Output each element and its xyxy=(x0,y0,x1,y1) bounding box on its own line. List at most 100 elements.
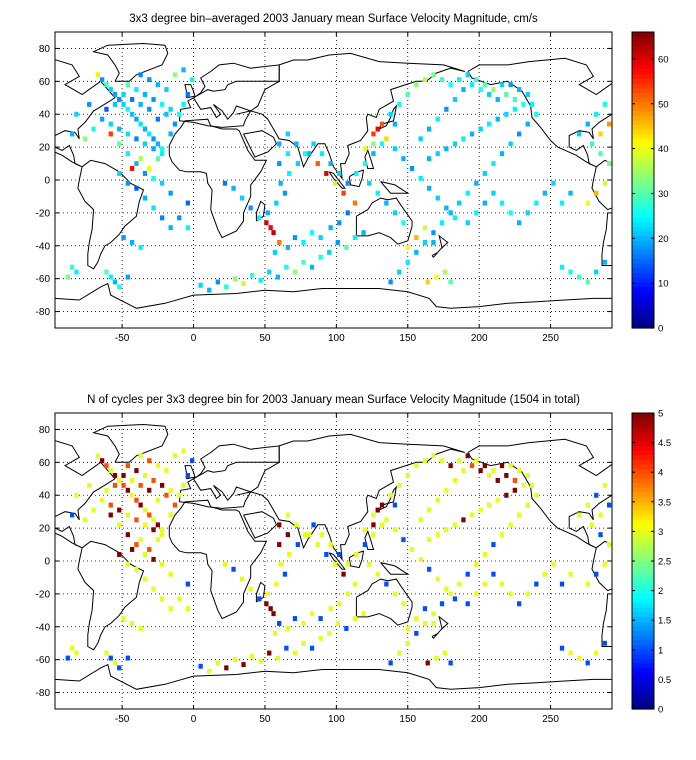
chart-panel-1: 3x3 degree bin–averaged 2003 January mea… xyxy=(36,13,669,344)
data-cell xyxy=(405,626,410,631)
coastline xyxy=(601,593,612,647)
colorbar-segment xyxy=(632,477,654,483)
data-cell xyxy=(474,458,479,464)
data-cell xyxy=(422,240,428,245)
coastline xyxy=(243,511,277,539)
x-tick-label: 100 xyxy=(328,333,345,344)
data-cell xyxy=(375,571,380,577)
colorbar-segment xyxy=(632,115,654,121)
colorbar-segment xyxy=(632,644,654,650)
chart-title: 3x3 degree bin–averaged 2003 January mea… xyxy=(129,13,538,25)
colorbar-segment xyxy=(632,203,654,209)
colorbar-segment xyxy=(632,588,654,594)
colorbar-tick-label: 30 xyxy=(658,189,669,200)
colorbar-segment xyxy=(632,263,654,269)
data-cell xyxy=(559,581,565,587)
data-cell xyxy=(164,111,169,117)
data-cell xyxy=(164,87,169,93)
data-cell xyxy=(121,235,126,241)
data-cell xyxy=(147,512,152,518)
data-cell xyxy=(257,215,262,221)
colorbar-segment xyxy=(632,630,654,636)
data-cell xyxy=(352,581,358,587)
colorbar-segment xyxy=(632,249,654,255)
data-cell xyxy=(405,245,410,250)
colorbar-tick-label: 4 xyxy=(658,468,663,479)
colorbar-segment xyxy=(632,198,654,204)
data-cell xyxy=(448,279,453,285)
data-cell xyxy=(130,166,135,171)
data-cell xyxy=(495,497,500,503)
coastline xyxy=(236,433,466,562)
colorbar-segment xyxy=(632,468,654,474)
coastline xyxy=(178,443,280,509)
data-cell xyxy=(108,274,113,280)
colorbar-segment xyxy=(632,491,654,497)
data-cell xyxy=(482,200,487,206)
data-cell xyxy=(311,522,316,528)
data-cell xyxy=(138,626,143,631)
data-cell xyxy=(465,453,470,459)
colorbar-segment xyxy=(632,189,654,195)
data-cell xyxy=(177,492,182,498)
colorbar-segment xyxy=(632,574,654,581)
data-cell xyxy=(112,482,118,488)
data-cell xyxy=(431,240,436,245)
data-cell xyxy=(277,161,282,167)
data-cell xyxy=(112,473,118,478)
data-cell xyxy=(457,200,462,206)
data-cell xyxy=(272,249,278,255)
data-cell xyxy=(422,458,428,464)
data-cell xyxy=(585,121,590,127)
data-cell xyxy=(371,512,376,518)
data-cell xyxy=(384,517,389,523)
data-cell xyxy=(108,121,113,127)
data-cell xyxy=(491,87,496,93)
data-cell xyxy=(125,180,130,186)
data-cell xyxy=(448,591,453,597)
data-cell xyxy=(352,200,358,206)
data-cell xyxy=(241,281,246,287)
data-cell xyxy=(155,116,160,122)
data-cell xyxy=(104,463,109,469)
data-cell xyxy=(344,626,349,631)
y-tick-label: -60 xyxy=(36,655,51,666)
data-cell xyxy=(309,645,315,651)
y-tick-label: 0 xyxy=(44,557,50,568)
data-cell xyxy=(602,561,607,567)
data-cell xyxy=(100,77,105,83)
data-cell xyxy=(147,166,152,171)
data-cell xyxy=(448,82,453,88)
data-cell xyxy=(559,264,565,270)
data-cell xyxy=(168,487,173,493)
data-cell xyxy=(287,171,292,176)
colorbar-segment xyxy=(632,482,654,488)
data-cell xyxy=(190,77,195,83)
data-cell xyxy=(138,502,143,508)
data-cell xyxy=(160,180,165,186)
colorbar-tick-label: 1 xyxy=(658,645,663,656)
x-tick-label: 200 xyxy=(471,714,488,725)
data-cell xyxy=(121,482,126,488)
colorbar-segment xyxy=(632,500,654,507)
data-cell xyxy=(452,522,458,528)
coastline xyxy=(55,663,612,690)
data-cell xyxy=(439,77,445,83)
colorbar-segment xyxy=(632,226,654,232)
data-cell xyxy=(319,532,325,538)
data-cell xyxy=(292,235,298,241)
colorbar-segment xyxy=(632,695,654,701)
data-cell xyxy=(130,97,135,102)
data-cell xyxy=(577,655,582,661)
colorbar-segment xyxy=(632,41,654,47)
data-cell xyxy=(444,106,449,112)
colorbar-segment xyxy=(632,32,654,38)
data-cell xyxy=(598,151,603,157)
data-cell xyxy=(341,190,346,196)
colorbar-segment xyxy=(632,547,654,553)
data-cell xyxy=(74,650,79,656)
coastline xyxy=(467,57,612,96)
data-cell xyxy=(277,621,282,626)
data-cell xyxy=(177,215,182,221)
y-tick-label: -20 xyxy=(36,589,51,600)
